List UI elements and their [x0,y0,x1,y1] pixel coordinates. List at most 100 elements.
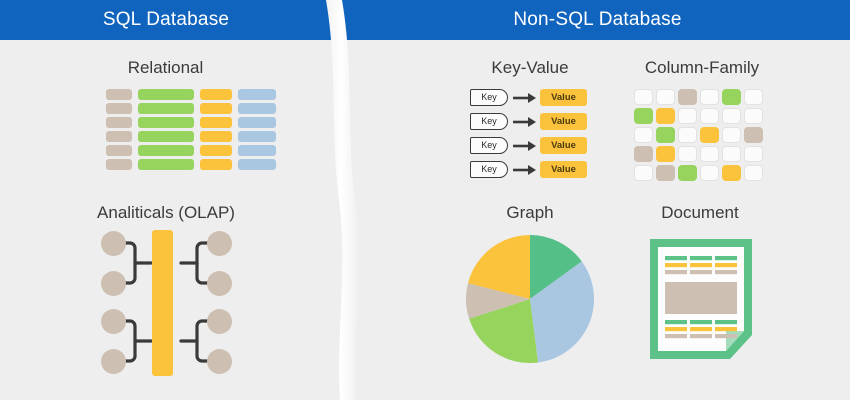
arrow-icon [513,117,536,127]
relational-cell [200,159,232,170]
document-line [715,270,737,275]
header-title-sql: SQL Database [102,9,230,30]
column-family-cell [700,127,719,143]
document-line [665,327,687,332]
key-box: Key [470,137,508,154]
column-family-cell [700,89,719,105]
olap-node [101,271,126,296]
column-family-cell [722,89,741,105]
column-family-cell [700,108,719,124]
column-family-cell [634,89,653,105]
relational-cell [238,89,276,100]
block-title-column-family: Column-Family [644,58,760,77]
column-family-cell [656,127,675,143]
column-family-cell [634,165,653,181]
pie-slice [469,299,539,363]
header-title-nosql: Non-SQL Database [513,9,682,30]
relational-cell [200,131,232,142]
relational-cell [106,159,132,170]
olap-node [207,231,232,256]
column-family-cell [700,165,719,181]
document-line [690,320,712,325]
document-line [715,263,737,268]
column-family-grid [634,89,763,181]
column-family-cell [678,108,697,124]
olap-node [101,309,126,334]
column-family-cell [744,146,763,162]
relational-cell [238,145,276,156]
sql-pane: Relational Analiticals (OLAP) [0,40,332,400]
block-key-value: Key-Value Key Value Key Value Key Value Key Val… [450,58,610,188]
key-box: Key [470,113,508,130]
document-line [690,327,712,332]
value-box: Value [540,161,587,178]
block-title-key-value: Key-Value [491,58,569,77]
relational-cell [106,103,132,114]
olap-center-bar [152,230,173,376]
column-family-cell [656,89,675,105]
document-line [715,327,737,332]
relational-cell [238,159,276,170]
column-family-cell [700,146,719,162]
document-line [690,256,712,261]
column-family-cell [744,165,763,181]
relational-cell [106,131,132,142]
arrow-icon [513,165,536,175]
document-line [715,334,737,339]
relational-cell [138,103,194,114]
olap-node [207,349,232,374]
relational-cell [238,131,276,142]
relational-cell [106,145,132,156]
column-family-cell [656,146,675,162]
document-line [665,263,687,268]
pie-slice [468,235,530,299]
relational-cell [138,159,194,170]
block-document: Document [600,203,800,383]
column-family-cell [722,108,741,124]
column-family-cell [656,165,675,181]
column-family-cell [634,127,653,143]
block-title-graph: Graph [506,203,554,222]
olap-connectors [120,241,212,363]
column-family-cell [722,165,741,181]
value-box: Value [540,89,587,106]
relational-cell [138,89,194,100]
document-line [690,334,712,339]
document-line [690,263,712,268]
relational-cell [138,117,194,128]
block-title-document: Document [661,203,739,222]
key-box: Key [470,89,508,106]
block-title-relational: Relational [127,58,204,77]
relational-cell [200,117,232,128]
header-bar [0,0,850,40]
pie-slice [466,283,530,319]
document-lines [665,256,737,339]
relational-cell [200,103,232,114]
block-relational: Relational [58,58,276,183]
column-family-cell [678,165,697,181]
olap-diagram [101,230,232,376]
relational-cell [138,145,194,156]
document-line [715,256,737,261]
key-value-list: Key Value Key Value Key Value Key Value [470,89,590,184]
document-body-block [665,282,737,314]
document-line [665,334,687,339]
relational-cell [106,117,132,128]
document-icon-svg [650,239,752,359]
olap-node [101,231,126,256]
value-box: Value [540,113,587,130]
document-line [665,270,687,275]
column-family-cell [744,127,763,143]
nosql-pane: Key-Value Key Value Key Value Key Value Key Val… [345,40,850,400]
olap-node [207,271,232,296]
olap-node [101,349,126,374]
block-graph: Graph [440,203,620,383]
document-line [690,270,712,275]
relational-cell [138,131,194,142]
arrow-icon [513,93,536,103]
arrow-icon [513,141,536,151]
relational-cell [238,103,276,114]
relational-table [106,89,276,170]
relational-cell [238,117,276,128]
column-family-cell [634,108,653,124]
